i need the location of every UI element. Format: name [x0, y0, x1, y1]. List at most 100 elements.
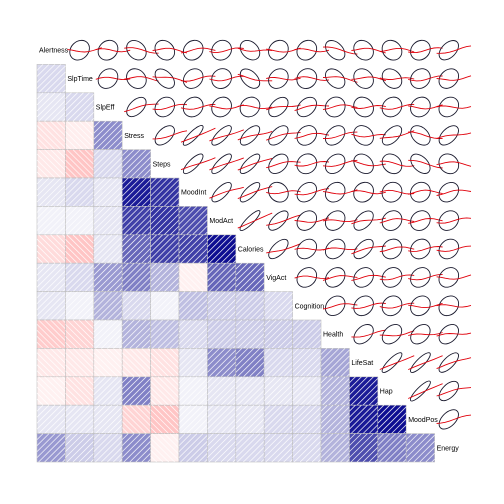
hatch-line — [65, 404, 84, 424]
shade-cell-hatch — [178, 234, 208, 264]
hatch-line — [38, 179, 66, 207]
ellipse-cell — [379, 210, 415, 231]
hatch-line — [113, 282, 123, 292]
ellipse-cell — [67, 39, 102, 61]
hatch-line — [150, 398, 157, 406]
shade-cell-hatch — [65, 92, 95, 122]
hatch-line — [121, 421, 135, 434]
ellipse-cell — [180, 39, 216, 61]
hatch-line — [36, 404, 62, 430]
data-ellipse — [381, 68, 403, 89]
shade-cell — [150, 319, 180, 349]
hatch-line — [150, 234, 163, 248]
hatch-line — [350, 378, 379, 406]
hatch-line — [84, 424, 95, 434]
diag-label-alertness: Alertness — [39, 48, 69, 55]
hatch-line — [65, 433, 90, 458]
hatch-line — [84, 120, 95, 131]
ellipse-cell — [180, 68, 216, 89]
hatch-line — [317, 458, 322, 463]
hatch-line — [101, 213, 123, 236]
loess-smooth — [322, 247, 358, 251]
loess-smooth — [379, 77, 415, 80]
loess-smooth — [436, 357, 472, 370]
hatch-line — [84, 319, 95, 330]
hatch-line — [66, 348, 95, 376]
loess-smooth — [124, 47, 159, 54]
data-ellipse — [438, 324, 459, 345]
loess-smooth — [266, 131, 301, 141]
diag-label-energy: Energy — [437, 445, 460, 452]
hatch-line — [44, 185, 66, 207]
shade-cell-hatch — [93, 120, 123, 150]
hatch-line — [123, 236, 151, 264]
data-ellipse — [353, 96, 374, 118]
shade-cell-fill — [121, 404, 151, 434]
hatch-line — [214, 412, 237, 434]
hatch-line — [232, 316, 237, 321]
hatch-line — [349, 376, 368, 396]
hatch-line — [214, 440, 237, 463]
hatch-line — [368, 396, 379, 406]
hatch-line — [93, 376, 113, 396]
hatch-line — [36, 64, 62, 89]
hatch-line — [180, 292, 208, 321]
shade-cell-fill — [93, 348, 123, 378]
hatch-line — [157, 404, 180, 427]
hatch-line — [36, 92, 50, 106]
hatch-line — [72, 270, 95, 292]
hatch-line — [50, 418, 66, 434]
hatch-line — [72, 412, 95, 434]
hatch-line — [163, 333, 180, 349]
data-ellipse — [381, 267, 403, 288]
data-ellipse — [324, 267, 346, 288]
data-ellipse — [268, 153, 289, 174]
shade-cell-hatch — [36, 234, 66, 264]
hatch-line — [377, 404, 385, 412]
hatch-line — [150, 437, 175, 463]
hatch-line — [157, 270, 180, 292]
hatch-line — [36, 433, 50, 446]
hatch-line — [163, 404, 180, 421]
data-ellipse — [325, 125, 346, 146]
hatch-line — [93, 404, 101, 412]
hatch-line — [113, 424, 123, 434]
hatch-line — [235, 404, 255, 424]
hatch-line — [207, 404, 220, 418]
hatch-line — [377, 433, 391, 446]
hatch-line — [255, 452, 265, 463]
hatch-line — [65, 262, 72, 270]
hatch-line — [235, 291, 243, 298]
hatch-line — [265, 292, 293, 321]
shade-cell — [36, 262, 66, 292]
ellipse-cell — [95, 39, 131, 61]
hatch-line — [150, 386, 169, 406]
shade-cell — [121, 262, 151, 292]
hatch-line — [299, 355, 322, 378]
ellipse-cell — [152, 125, 188, 146]
hatch-line — [90, 376, 95, 380]
hatch-line — [320, 433, 328, 440]
diag-label-slpeff: SlpEff — [96, 105, 115, 112]
data-ellipse — [211, 68, 232, 89]
ellipse-cell — [351, 96, 386, 118]
hatch-line — [263, 404, 283, 424]
loess-smooth — [351, 302, 386, 309]
hatch-line — [175, 348, 180, 352]
hatch-line — [93, 376, 107, 390]
hatch-line — [62, 149, 66, 153]
shade-cell — [93, 291, 123, 321]
hatch-line — [334, 361, 350, 378]
ellipse-cell — [322, 210, 358, 231]
hatch-line — [36, 291, 44, 298]
hatch-line — [44, 298, 66, 321]
hatch-line — [129, 384, 151, 406]
hatch-line — [36, 177, 56, 197]
data-ellipse — [353, 153, 374, 175]
shade-cell — [36, 433, 66, 463]
data-ellipse — [182, 125, 204, 146]
hatch-line — [263, 433, 289, 458]
data-ellipse — [410, 181, 431, 203]
hatch-line — [263, 319, 289, 345]
shade-cell-hatch — [263, 319, 293, 349]
